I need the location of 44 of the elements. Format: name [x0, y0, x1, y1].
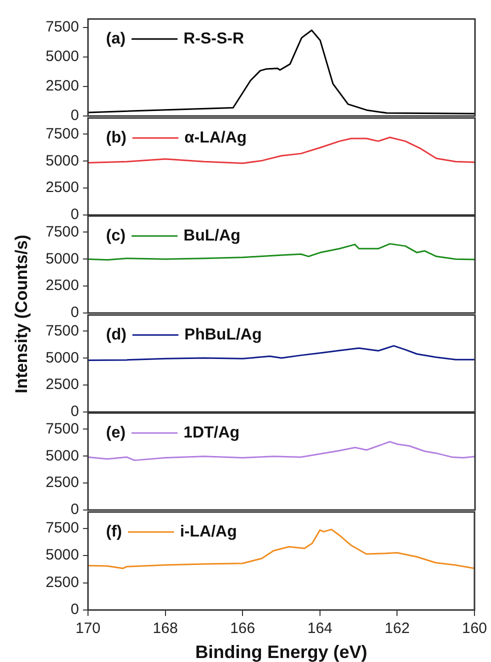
legend-label: R-S-S-R	[184, 30, 244, 48]
annotation: (d)	[106, 326, 126, 343]
y-tick-label: 0	[70, 501, 79, 518]
x-tick-label: 160	[462, 620, 487, 637]
y-tick-label: 0	[70, 600, 79, 618]
annotation: (a)	[106, 30, 126, 48]
legend-label: i-LA/Ag	[180, 522, 237, 540]
x-tick-label: 170	[75, 620, 101, 637]
annotation: (b)	[106, 128, 126, 146]
y-tick-label: 7500	[46, 420, 79, 438]
annotation: (c)	[106, 227, 126, 244]
y-tick-label: 2500	[46, 573, 79, 590]
y-tick-label: 5000	[46, 546, 79, 564]
y-tick-label: 5000	[46, 447, 79, 464]
y-tick-label: 5000	[46, 250, 79, 268]
legend-label: 1DT/Ag	[184, 424, 240, 442]
annotation: (f)	[106, 522, 122, 540]
y-tick-label: 0	[70, 402, 79, 420]
y-tick-label: 2500	[46, 376, 79, 393]
x-axis-title: Binding Energy (eV)	[195, 642, 368, 662]
y-tick-label: 5000	[46, 48, 79, 65]
y-tick-label: 7500	[46, 124, 79, 142]
y-tick-label: 2500	[46, 474, 79, 492]
y-tick-label: 0	[70, 206, 79, 223]
y-tick-label: 7500	[46, 223, 79, 240]
x-tick-label: 166	[230, 620, 256, 637]
annotation: (e)	[106, 424, 126, 442]
y-axis-title: Intensity (Counts/s)	[12, 234, 32, 393]
y-tick-label: 2500	[46, 277, 79, 294]
legend-label: PhBuL/Ag	[184, 326, 262, 343]
y-tick-label: 7500	[46, 518, 79, 536]
x-tick-label: 164	[307, 620, 332, 637]
y-tick-label: 2500	[46, 78, 79, 95]
legend-label: BuL/Ag	[184, 227, 240, 244]
y-tick-label: 2500	[46, 178, 79, 196]
y-tick-label: 5000	[46, 348, 79, 366]
y-tick-label: 7500	[46, 322, 79, 339]
legend-label: α-LA/Ag	[184, 128, 247, 146]
x-tick-label: 168	[152, 620, 178, 637]
y-tick-label: 5000	[46, 152, 79, 169]
y-tick-label: 0	[70, 304, 79, 322]
x-tick-label: 162	[384, 620, 410, 637]
y-tick-label: 7500	[46, 18, 79, 36]
y-tick-label: 0	[70, 107, 79, 124]
